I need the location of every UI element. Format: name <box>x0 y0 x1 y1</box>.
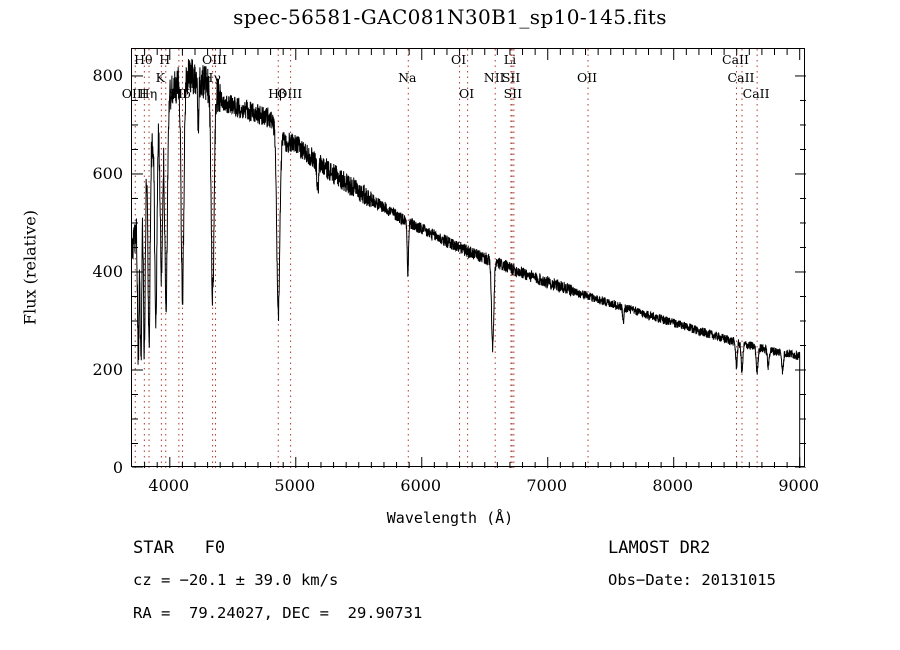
cz-label: cz = −20.1 ± 39.0 km/s <box>133 571 339 589</box>
page-title: spec-56581-GAC081N30B1_sp10-145.fits <box>233 5 667 29</box>
coordinates-label: RA = 79.24027, DEC = 29.90731 <box>133 604 423 622</box>
y-tick-400: 400 <box>92 261 123 281</box>
line-label-OIII-7: OIII <box>201 52 228 67</box>
star-type-label: STAR F0 <box>133 538 226 558</box>
x-tick-5000: 5000 <box>274 476 316 495</box>
line-label-OI-13: OI <box>459 86 475 101</box>
x-tick-6000: 6000 <box>400 476 442 495</box>
survey-label: LAMOST DR2 <box>608 538 711 558</box>
line-label-Li-14: Li <box>503 52 517 67</box>
line-label-CaII-21: CaII <box>742 86 770 101</box>
y-tick-0: 0 <box>112 458 123 477</box>
line-label-H-5: Hδ <box>172 86 191 101</box>
line-label-OII-18: OII <box>576 70 598 85</box>
line-label-OIII-0: OIII <box>121 86 147 101</box>
line-label-H-9: Hβ <box>268 86 287 101</box>
x-tick-9000: 9000 <box>778 476 820 495</box>
x-tick-7000: 7000 <box>526 476 568 495</box>
x-tick-4000: 4000 <box>148 476 190 495</box>
line-label-OIII-10: OIII <box>277 86 303 101</box>
y-tick-600: 600 <box>92 163 123 183</box>
y-tick-800: 800 <box>92 65 123 85</box>
line-label-CaII-20: CaII <box>727 70 755 85</box>
line-label-SII-16: SII <box>501 70 521 85</box>
line-label-SII-17: SII <box>503 86 523 101</box>
x-axis-title: Wavelength (Å) <box>386 509 514 527</box>
spectrum-plot <box>132 49 806 468</box>
flux-trace <box>132 58 801 468</box>
y-tick-200: 200 <box>92 359 123 379</box>
line-label-OI-12: OI <box>450 52 467 67</box>
line-label-H-4: H <box>159 52 171 67</box>
line-label-NII-15: NII <box>483 70 505 85</box>
y-axis-title: Flux (relative) <box>20 210 40 325</box>
line-label-H-6: Hγ <box>202 70 221 85</box>
plot-frame <box>131 48 806 468</box>
line-label-K-3: K <box>155 70 166 85</box>
obs-date-label: Obs−Date: 20131015 <box>608 571 776 589</box>
line-label-SII-8: SII <box>168 86 188 101</box>
line-label-H-2: Hη <box>138 86 158 101</box>
x-tick-8000: 8000 <box>652 476 694 495</box>
line-label-CaII-19: CaII <box>722 52 749 67</box>
line-label-H-1: Hθ <box>134 52 153 67</box>
line-label-Na-11: Na <box>398 70 417 85</box>
